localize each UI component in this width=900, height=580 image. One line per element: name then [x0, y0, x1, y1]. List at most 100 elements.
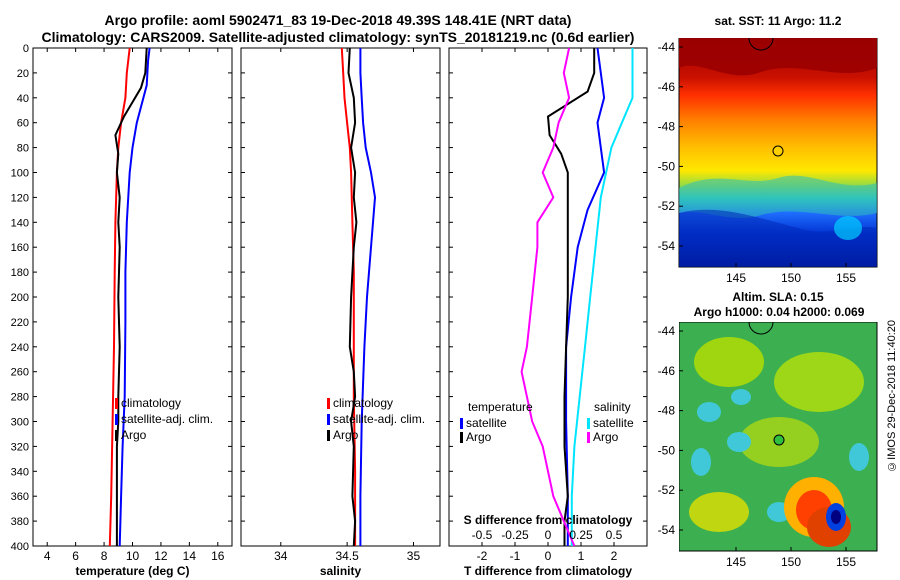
y-tick-label: 40	[17, 93, 29, 105]
legend-title-temperature: temperature	[468, 400, 533, 414]
map-x-tick-label: 145	[726, 271, 746, 285]
map-x-tick-label: 150	[781, 271, 801, 285]
sla-axes: -44 -46 -48 -50 -52 -54 145 150 155	[658, 324, 857, 569]
y-tick-label: 400	[11, 541, 29, 553]
legend-label: Argo	[593, 430, 619, 444]
series-line-satellite-adj-clim-	[359, 48, 377, 546]
chart-difference: -2 -1 0 1 2T difference from climatology temp…	[448, 47, 648, 578]
y-tick-label: 60	[17, 118, 29, 130]
map-y-tick-label: -52	[658, 199, 676, 213]
x-tick-label: 16	[211, 549, 225, 563]
legend-swatch	[115, 430, 118, 441]
legend-label: climatology	[121, 396, 181, 410]
legend-label: Argo	[121, 428, 147, 442]
x-tick-label: 8	[101, 549, 108, 563]
x-tick-label: 0	[545, 549, 552, 563]
sla-map	[679, 322, 878, 552]
x-tick-label: -1	[510, 549, 521, 563]
legend-label: satellite-adj. clim.	[333, 412, 425, 426]
sst-axes: -44 -46 -48 -50 -52 -54 145 150 155	[658, 40, 857, 285]
y-tick-label: 300	[11, 417, 29, 429]
secondary-tick-label: -0.25	[501, 528, 529, 542]
chart-temperature: 0 20 40 60 80 100 120 140 160 180 200 220 240 260 280 3…	[11, 43, 233, 578]
x-axis-label: salinity	[320, 564, 362, 578]
series-line-salinity-argo	[520, 47, 576, 547]
series-line-temperature-argo	[546, 48, 596, 546]
x-tick-label: 34	[274, 549, 288, 563]
x-tick-label: 10	[126, 549, 140, 563]
profile-charts: 0204060801001201401601802002202402602803…	[11, 43, 648, 578]
y-tick-label: 20	[17, 68, 29, 80]
y-tick-label: 160	[11, 242, 29, 254]
map-y-tick-label: -50	[658, 159, 676, 173]
legend-label: climatology	[333, 396, 393, 410]
map-x-tick-label: 155	[836, 271, 856, 285]
legend-swatch	[460, 418, 463, 429]
map-y-tick-label: -44	[658, 324, 676, 338]
x-tick-label: 14	[183, 549, 197, 563]
y-tick-label: 320	[11, 441, 29, 453]
legend-swatch	[115, 414, 118, 425]
map-y-tick-label: -46	[658, 364, 676, 378]
map-x-tick-label: 145	[726, 555, 746, 569]
y-tick-label: 380	[11, 516, 29, 528]
sst-map	[678, 38, 878, 268]
x-tick-label: 35	[407, 549, 421, 563]
legend-swatch	[460, 432, 463, 443]
secondary-tick-label: 0	[545, 528, 552, 542]
y-tick-label: 140	[11, 217, 29, 229]
x-tick-label: 1	[578, 549, 585, 563]
y-tick-label: 240	[11, 342, 29, 354]
sst-map-title: sat. SST: 11 Argo: 11.2	[714, 14, 842, 28]
plot-frame	[448, 47, 648, 547]
legend-swatch	[587, 418, 590, 429]
series-line-salinity-satellite	[570, 48, 634, 546]
title-line-1: Argo profile: aoml 5902471_83 19-Dec-201…	[104, 12, 572, 28]
y-tick-label: 220	[11, 317, 29, 329]
y-tick-label: 100	[11, 168, 29, 180]
y-tick-label: 260	[11, 367, 29, 379]
map-y-tick-label: -46	[658, 80, 676, 94]
legend-label: satellite-adj. clim.	[121, 412, 213, 426]
sla-map-title-2: Argo h1000: 0.04 h2000: 0.069	[693, 305, 865, 319]
secondary-tick-label: 0.25	[569, 528, 593, 542]
legend-swatch	[115, 398, 118, 409]
series-line-argo	[347, 47, 358, 547]
x-tick-label: -2	[477, 549, 488, 563]
y-tick-label: 120	[11, 192, 29, 204]
legend-swatch	[327, 430, 330, 441]
map-y-tick-label: -54	[658, 239, 676, 253]
legend-label: satellite	[466, 416, 507, 430]
secondary-tick-label: 0.5	[606, 528, 623, 542]
x-tick-label: 34.5	[335, 549, 359, 563]
plot-frame	[240, 47, 441, 547]
sla-map-title-1: Altim. SLA: 0.15	[732, 290, 824, 304]
y-tick-label: 180	[11, 267, 29, 279]
map-x-tick-label: 155	[836, 555, 856, 569]
secondary-axis-label: S difference from climatology	[464, 513, 633, 527]
legend-label: satellite	[593, 416, 634, 430]
series-line-climatology	[108, 47, 131, 547]
x-tick-label: 12	[154, 549, 168, 563]
map-y-tick-label: -52	[658, 483, 676, 497]
y-tick-label: 360	[11, 491, 29, 503]
map-y-tick-label: -50	[658, 443, 676, 457]
map-y-tick-label: -44	[658, 40, 676, 54]
secondary-tick-label: -0.5	[472, 528, 493, 542]
legend-swatch	[587, 432, 590, 443]
legend-swatch	[327, 414, 330, 425]
y-tick-label: 340	[11, 466, 29, 478]
x-tick-label: 4	[44, 549, 51, 563]
series-line-satellite-adj-clim-	[118, 47, 151, 547]
series-line-temperature-satellite	[565, 47, 606, 546]
map-y-tick-label: -48	[658, 404, 676, 418]
x-axis-label: temperature (deg C)	[75, 564, 189, 578]
map-y-tick-label: -48	[658, 120, 676, 134]
map-x-tick-label: 150	[781, 555, 801, 569]
y-tick-label: 280	[11, 392, 29, 404]
chart-salinity: 34 34.5 35 salinity climatology satellite-adj…	[240, 47, 441, 578]
y-tick-label: 0	[23, 43, 29, 55]
x-tick-label: 2	[611, 549, 618, 563]
legend-label: Argo	[333, 428, 359, 442]
title-line-2: Climatology: CARS2009. Satellite-adjuste…	[41, 29, 635, 45]
